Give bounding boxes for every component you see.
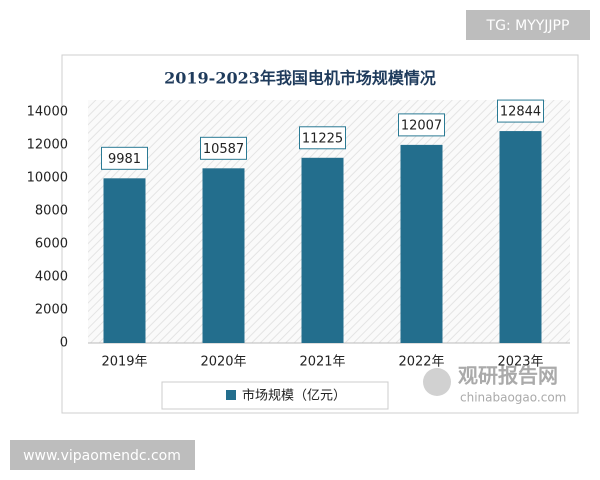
data-label-box	[200, 136, 247, 160]
data-label-box	[497, 99, 544, 123]
legend	[161, 381, 389, 410]
bar	[301, 157, 344, 343]
data-label-box	[101, 146, 148, 170]
bar	[103, 178, 146, 343]
watermark-text: TG: MYYJJPP	[486, 18, 570, 34]
data-label: 11225	[302, 131, 343, 146]
logo-url: chinabaogao.com	[460, 391, 566, 405]
y-tick-label: 2000	[35, 303, 68, 318]
data-label: 12844	[500, 105, 541, 120]
chart-title: 2019-2023年我国电机市场规模情况	[164, 69, 436, 88]
y-tick-label: 8000	[35, 204, 68, 219]
legend-swatch	[226, 390, 236, 400]
bar	[499, 131, 542, 343]
legend-label: 市场规模（亿元）	[242, 388, 346, 404]
x-tick-label: 2022年	[398, 355, 444, 370]
data-label: 10587	[203, 142, 244, 157]
y-tick-label: 4000	[35, 270, 68, 285]
y-tick-label: 6000	[35, 237, 68, 252]
y-tick-label: 10000	[27, 171, 68, 186]
watermark-box	[10, 440, 195, 470]
x-tick-label: 2019年	[101, 355, 147, 370]
data-label: 12007	[401, 118, 442, 133]
logo-icon	[423, 368, 451, 396]
y-tick-label: 14000	[27, 105, 68, 120]
bar	[400, 144, 443, 343]
watermark-box	[466, 10, 590, 40]
data-label: 9981	[108, 152, 141, 167]
y-tick-label: 12000	[27, 138, 68, 153]
y-tick-label: 0	[60, 336, 68, 351]
data-label-box	[299, 126, 346, 150]
data-label-box	[398, 113, 445, 137]
bar	[202, 168, 245, 343]
logo-text: 观研报告网	[458, 364, 558, 388]
x-tick-label: 2021年	[299, 355, 345, 370]
x-tick-label: 2023年	[497, 355, 543, 370]
watermark-text: www.vipaomendc.com	[23, 448, 181, 464]
x-tick-label: 2020年	[200, 355, 246, 370]
